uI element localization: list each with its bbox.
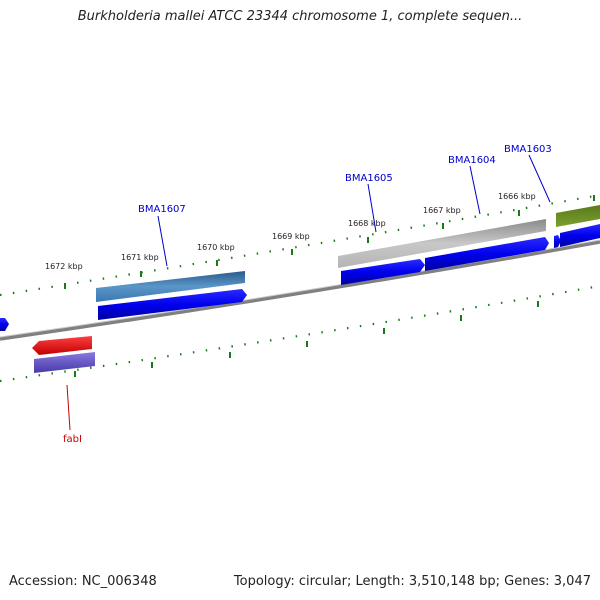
tick-label-1670: 1670 kbp [197, 243, 235, 252]
genome-summary-text: Topology: circular; Length: 3,510,148 bp… [233, 574, 591, 589]
inner-tick-track [0, 284, 600, 383]
inner-major-ticks [74, 301, 539, 377]
tick-label-1669: 1669 kbp [272, 232, 310, 241]
gene-label-bma1605[interactable]: BMA1605 [345, 173, 393, 184]
gene-feature-fabl[interactable] [34, 352, 95, 373]
chromosome-backbone [0, 240, 600, 341]
gene-label-bma1604[interactable]: BMA1604 [448, 155, 496, 166]
cds-arrow-bma1603-b[interactable] [560, 224, 600, 247]
map-title: Burkholderia mallei ATCC 23344 chromosom… [77, 9, 523, 24]
gene-label-bma1603[interactable]: BMA1603 [504, 144, 552, 155]
gene-feature-bma1607[interactable] [96, 271, 245, 302]
tick-label-1667: 1667 kbp [423, 206, 461, 215]
cds-arrow-bma1603-a[interactable] [554, 235, 561, 248]
cds-arrow-left-edge[interactable] [0, 318, 9, 331]
tick-label-1672: 1672 kbp [45, 262, 83, 271]
accession-text: Accession: NC_006348 [9, 574, 157, 589]
gene-label-bma1607[interactable]: BMA1607 [138, 204, 186, 215]
gene-label-fabl[interactable]: fabI [63, 434, 82, 445]
gene-feature-bma1603[interactable] [556, 205, 600, 227]
tick-label-1666: 1666 kbp [498, 192, 536, 201]
gene-leader-lines [66, 154, 551, 431]
tick-label-1671: 1671 kbp [121, 253, 159, 262]
cds-arrow-bma1605[interactable] [341, 259, 425, 285]
cds-arrow-fabl[interactable] [32, 336, 92, 355]
outer-major-ticks [64, 195, 595, 289]
cds-arrow-bma1604[interactable] [425, 237, 549, 271]
tick-label-1668: 1668 kbp [348, 219, 386, 228]
gene-feature-bma1605[interactable] [338, 219, 546, 268]
cds-arrow-bma1607[interactable] [98, 289, 247, 320]
